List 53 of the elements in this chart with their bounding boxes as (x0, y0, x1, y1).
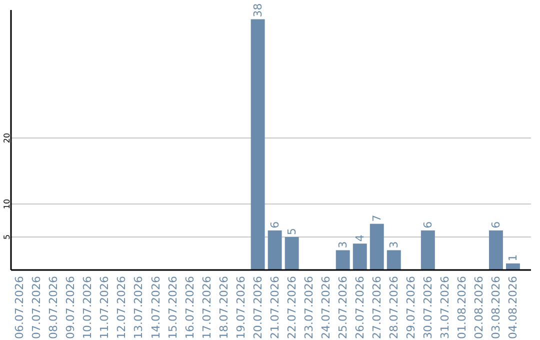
x-tick-label: 27.07.2026 (370, 276, 384, 339)
x-tick-label: 26.07.2026 (353, 276, 366, 339)
bar (250, 19, 265, 270)
x-tick-label: 19.07.2026 (234, 276, 248, 339)
x-tick-label: 25.07.2026 (336, 276, 350, 339)
y-tick-label: 5 (2, 234, 12, 240)
data-label: 7 (370, 214, 384, 222)
bar (386, 250, 401, 270)
bar (506, 263, 520, 270)
data-label: 6 (268, 221, 282, 228)
y-tick-label: 20 (2, 132, 12, 144)
x-tick-label: 07.07.2026 (30, 276, 44, 339)
x-tick-label: 04.08.2026 (506, 276, 520, 339)
data-label: 6 (421, 221, 434, 228)
x-tick-label: 20.07.2026 (251, 276, 264, 339)
x-tick-label: 14.07.2026 (149, 276, 162, 339)
data-label: 38 (251, 3, 264, 18)
x-tick-label: 09.07.2026 (64, 276, 78, 339)
x-tick-label: 31.07.2026 (438, 276, 452, 339)
x-tick-label: 17.07.2026 (200, 276, 214, 339)
x-tick-label: 10.07.2026 (81, 276, 94, 339)
data-label: 5 (285, 228, 298, 236)
data-label: 3 (336, 241, 350, 248)
x-tick-label: 24.07.2026 (319, 276, 332, 339)
x-tick-label: 13.07.2026 (132, 276, 146, 339)
x-tick-label: 22.07.2026 (285, 276, 298, 339)
bar (370, 224, 384, 270)
x-tick-label: 30.07.2026 (421, 276, 434, 339)
x-tick-label: 06.07.2026 (13, 276, 26, 339)
x-tick-label: 01.08.2026 (455, 276, 468, 339)
bar (488, 230, 503, 270)
x-tick-label: 08.07.2026 (47, 276, 60, 339)
x-tick-label: 18.07.2026 (217, 276, 230, 339)
data-label: 3 (387, 241, 400, 248)
y-tick-label: 10 (2, 198, 12, 210)
x-tick-label: 28.07.2026 (387, 276, 400, 339)
x-tick-label: 02.08.2026 (472, 276, 486, 339)
x-tick-label: 15.07.2026 (166, 276, 180, 339)
x-tick-label: 03.08.2026 (489, 276, 502, 339)
data-label: 1 (506, 254, 520, 262)
x-tick-label: 23.07.2026 (302, 276, 316, 339)
x-tick-label: 12.07.2026 (115, 276, 128, 339)
bar (284, 237, 299, 270)
bar (352, 244, 367, 270)
bar (336, 250, 350, 270)
bar (268, 230, 282, 270)
data-label: 4 (353, 234, 366, 242)
x-tick-label: 29.07.2026 (404, 276, 418, 339)
data-label: 6 (489, 221, 502, 228)
bar (420, 230, 435, 270)
x-tick-label: 21.07.2026 (268, 276, 282, 339)
x-tick-label: 11.07.2026 (98, 276, 112, 339)
x-tick-label: 16.07.2026 (183, 276, 196, 339)
